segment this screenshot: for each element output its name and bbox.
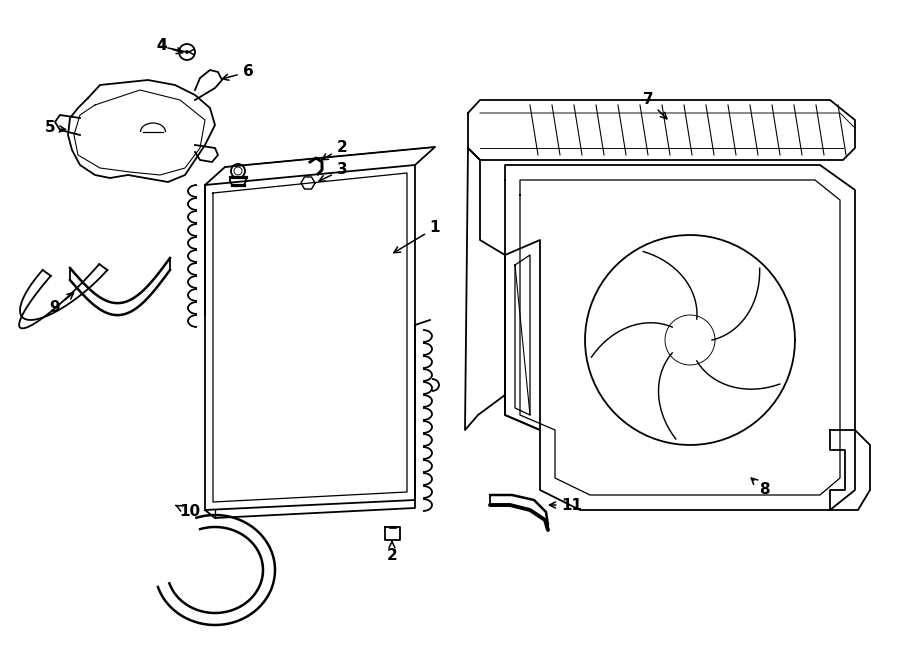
Text: 3: 3 bbox=[319, 163, 347, 181]
Text: 10: 10 bbox=[176, 504, 200, 520]
Text: 2: 2 bbox=[322, 141, 347, 160]
Text: 5: 5 bbox=[45, 120, 66, 136]
Text: 6: 6 bbox=[222, 65, 254, 80]
Text: 7: 7 bbox=[643, 93, 667, 119]
Text: 11: 11 bbox=[550, 498, 582, 512]
Text: 8: 8 bbox=[752, 478, 770, 498]
Text: 9: 9 bbox=[50, 293, 74, 315]
Circle shape bbox=[185, 50, 188, 54]
Text: 4: 4 bbox=[157, 38, 167, 54]
Text: 1: 1 bbox=[394, 221, 440, 253]
Text: 2: 2 bbox=[387, 541, 398, 563]
Text: 4: 4 bbox=[157, 38, 183, 54]
